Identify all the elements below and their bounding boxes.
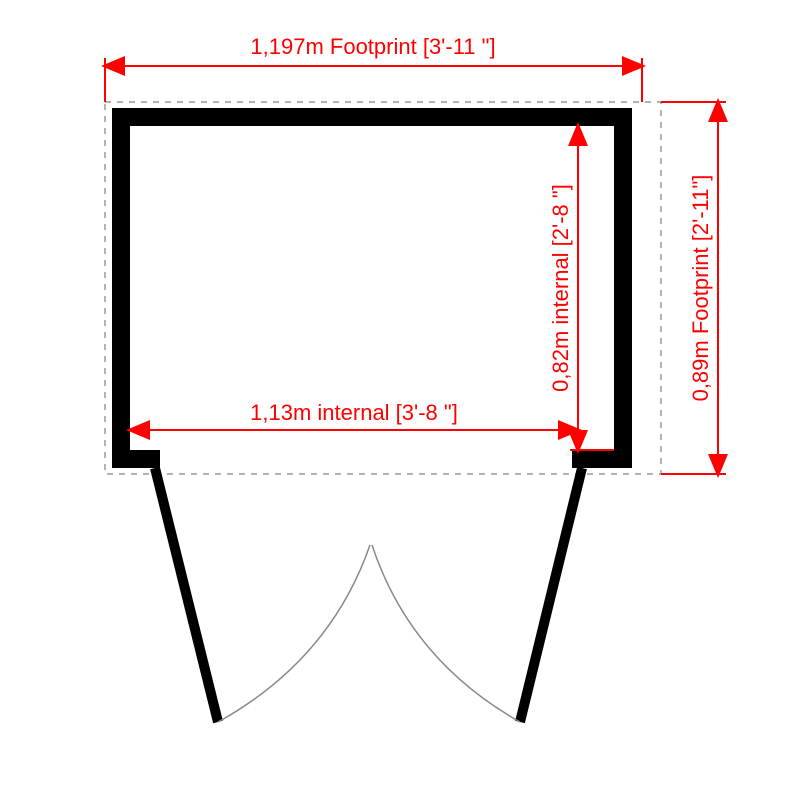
door-right-panel — [520, 468, 582, 722]
floor-plan-diagram: 1,197m Footprint [3'-11 "] 1,13m interna… — [0, 0, 800, 800]
dim-intd-label: 0,82m internal [2'-8 "] — [548, 184, 573, 392]
dim-internal-depth: 0,82m internal [2'-8 "] — [548, 126, 614, 450]
dim-internal-width: 1,13m internal [3'-8 "] — [130, 400, 578, 430]
door-left-swing — [218, 545, 370, 722]
door-left-panel — [155, 468, 218, 722]
door-right-swing — [372, 545, 520, 722]
dim-right-footprint: 0,89m Footprint [2'-11"] — [661, 102, 726, 474]
dim-rfp-label: 0,89m Footprint [2'-11"] — [688, 175, 713, 402]
dim-intw-label: 1,13m internal [3'-8 "] — [250, 400, 458, 425]
door-panels — [155, 468, 582, 722]
door-swings — [218, 545, 520, 722]
dim-top-label: 1,197m Footprint [3'-11 "] — [250, 34, 495, 59]
dim-top-footprint: 1,197m Footprint [3'-11 "] — [105, 34, 642, 102]
